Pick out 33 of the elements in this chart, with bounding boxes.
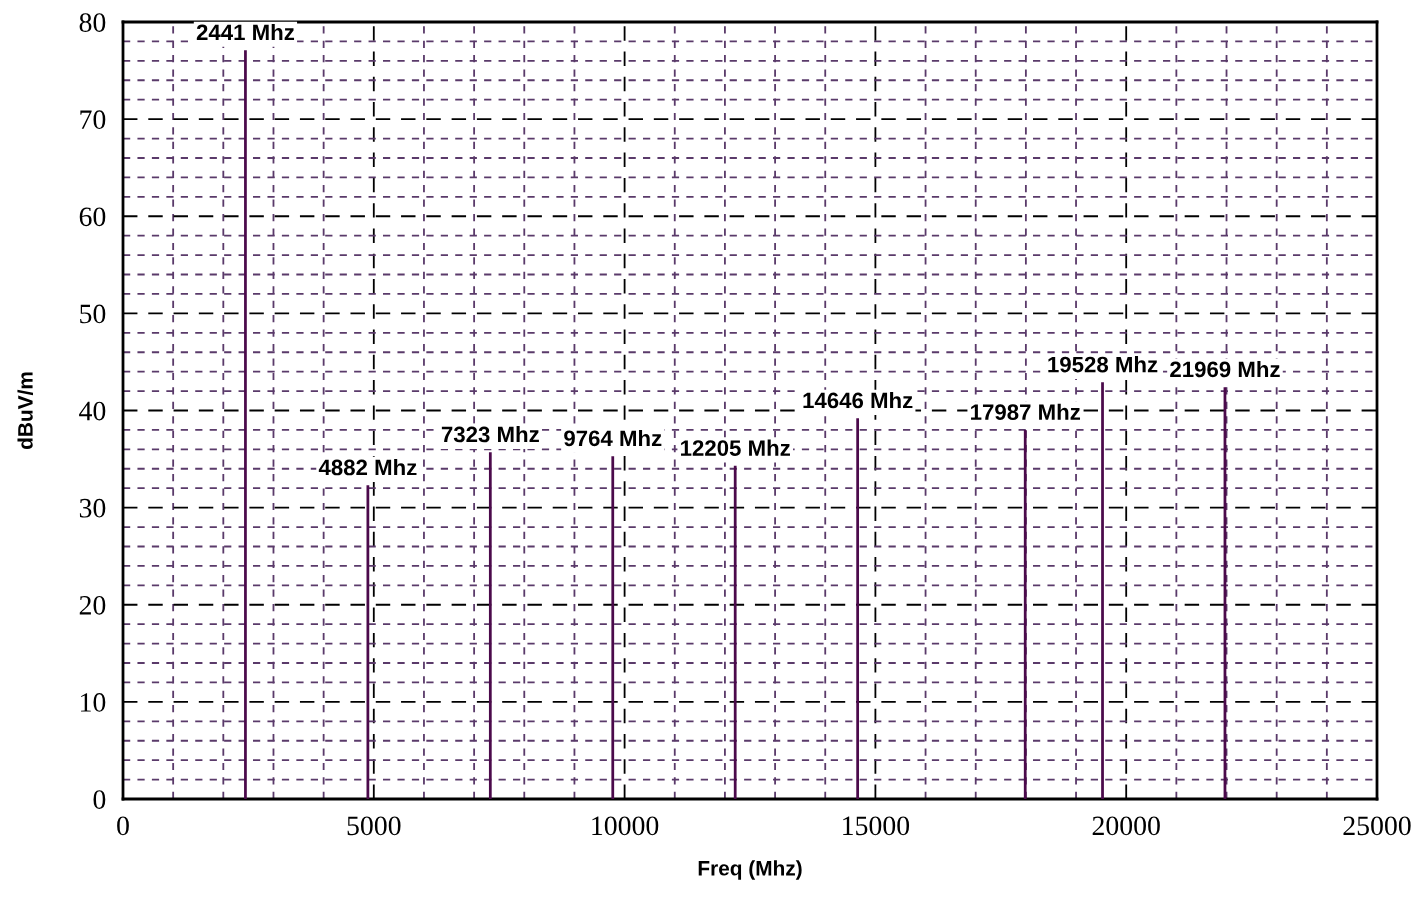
annotation: 7323 Mhz (441, 425, 539, 443)
annotation: 14646 Mhz (803, 392, 913, 409)
bar (244, 50, 247, 799)
x-tick-label: 10000 (592, 816, 659, 836)
x-axis-title: Freq (Mhz) (698, 860, 802, 880)
y-tick-label: 80 (79, 13, 106, 32)
y-tick-label: 30 (79, 498, 106, 518)
annotation: 17987 Mhz (971, 403, 1081, 420)
bar (488, 452, 492, 799)
annotation: 9764 Mhz (564, 429, 662, 447)
y-axis-title: dBuV/m (17, 372, 33, 449)
x-tick-label: 5000 (347, 816, 401, 836)
annotation: 2441 Mhz (196, 23, 295, 40)
bar (611, 456, 615, 799)
bar (856, 418, 860, 799)
y-tick-label: 20 (79, 595, 106, 615)
bar (733, 465, 737, 799)
x-tick-label: 25000 (1343, 816, 1411, 836)
y-tick-label: 40 (79, 401, 106, 421)
x-tick-label: 20000 (1092, 816, 1160, 836)
y-tick-label: 70 (80, 110, 106, 130)
annotation: 4882 Mhz (318, 459, 417, 476)
annotation: 21969 Mhz (1170, 360, 1280, 378)
y-tick-label: 60 (79, 207, 106, 227)
bar (1101, 382, 1104, 799)
y-tick-label: 0 (93, 790, 106, 809)
annotation: 12205 Mhz (681, 439, 790, 456)
x-tick-label: 15000 (843, 816, 910, 836)
y-tick-label: 50 (80, 304, 106, 324)
annotation: 19528 Mhz (1048, 356, 1158, 373)
y-tick-label: 10 (81, 693, 106, 712)
bar (1023, 429, 1027, 799)
x-tick-label: 0 (117, 816, 129, 836)
